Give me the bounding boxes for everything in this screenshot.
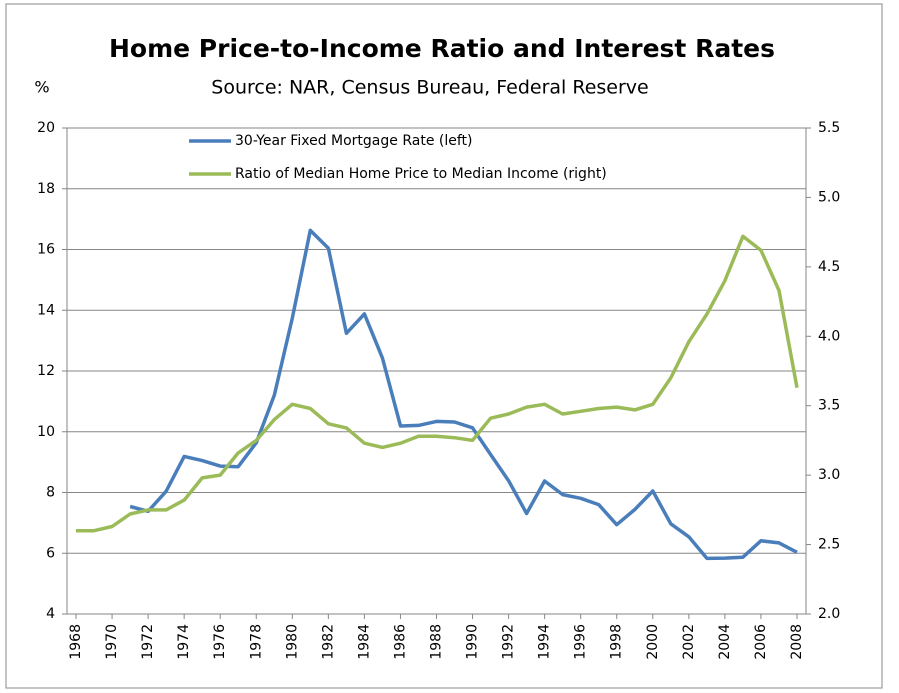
x-tick-label: 2002 [681, 624, 697, 660]
x-tick-label: 1998 [609, 624, 625, 660]
y2-tick-label: 4.0 [818, 328, 840, 344]
chart-subtitle: Source: NAR, Census Bureau, Federal Rese… [211, 77, 648, 99]
x-tick-label: 1982 [320, 624, 336, 660]
chart-title: Home Price-to-Income Ratio and Interest … [109, 34, 775, 63]
x-tick-label: 2008 [789, 624, 805, 660]
y-tick-label: 10 [37, 424, 55, 440]
y-tick-label: 14 [37, 302, 55, 318]
x-tick-label: 1988 [429, 624, 445, 660]
x-tick-label: 1974 [176, 624, 192, 660]
y2-tick-label: 4.5 [818, 259, 840, 275]
x-tick-label: 1968 [68, 624, 84, 660]
x-tick-label: 1996 [573, 624, 589, 660]
x-tick-label: 1994 [537, 624, 553, 660]
x-tick-label: 1980 [284, 624, 300, 660]
y-tick-label: 16 [37, 242, 55, 258]
x-tick-label: 1992 [501, 624, 517, 660]
x-tick-label: 1978 [248, 624, 264, 660]
x-tick-label: 1984 [356, 624, 372, 660]
y2-tick-label: 5.5 [818, 120, 840, 136]
x-tick-label: 1976 [212, 624, 228, 660]
chart-frame [5, 3, 883, 689]
legend-label: 30-Year Fixed Mortgage Rate (left) [235, 133, 472, 149]
x-tick-label: 1970 [104, 624, 120, 660]
y-tick-label: 18 [37, 181, 55, 197]
y2-tick-label: 2.5 [818, 537, 840, 553]
x-tick-label: 2000 [645, 624, 661, 660]
y-tick-label: 12 [37, 363, 55, 379]
x-tick-label: 1986 [392, 624, 408, 660]
y-tick-label: 6 [46, 545, 55, 561]
legend-label: Ratio of Median Home Price to Median Inc… [235, 166, 607, 182]
series-line [76, 234, 799, 533]
y-tick-label: 20 [37, 120, 55, 136]
series-line [129, 228, 798, 561]
x-tick-label: 2004 [717, 624, 733, 660]
y2-tick-label: 2.0 [818, 606, 840, 622]
y2-tick-label: 3.0 [818, 467, 840, 483]
y-tick-label: 8 [46, 485, 55, 501]
x-tick-label: 1990 [465, 624, 481, 660]
y-tick-label: 4 [46, 606, 55, 622]
x-tick-label: 2006 [753, 624, 769, 660]
y-axis-label: % [34, 78, 49, 97]
y2-tick-label: 3.5 [818, 398, 840, 414]
x-tick-label: 1972 [140, 624, 156, 660]
y2-tick-label: 5.0 [818, 189, 840, 205]
